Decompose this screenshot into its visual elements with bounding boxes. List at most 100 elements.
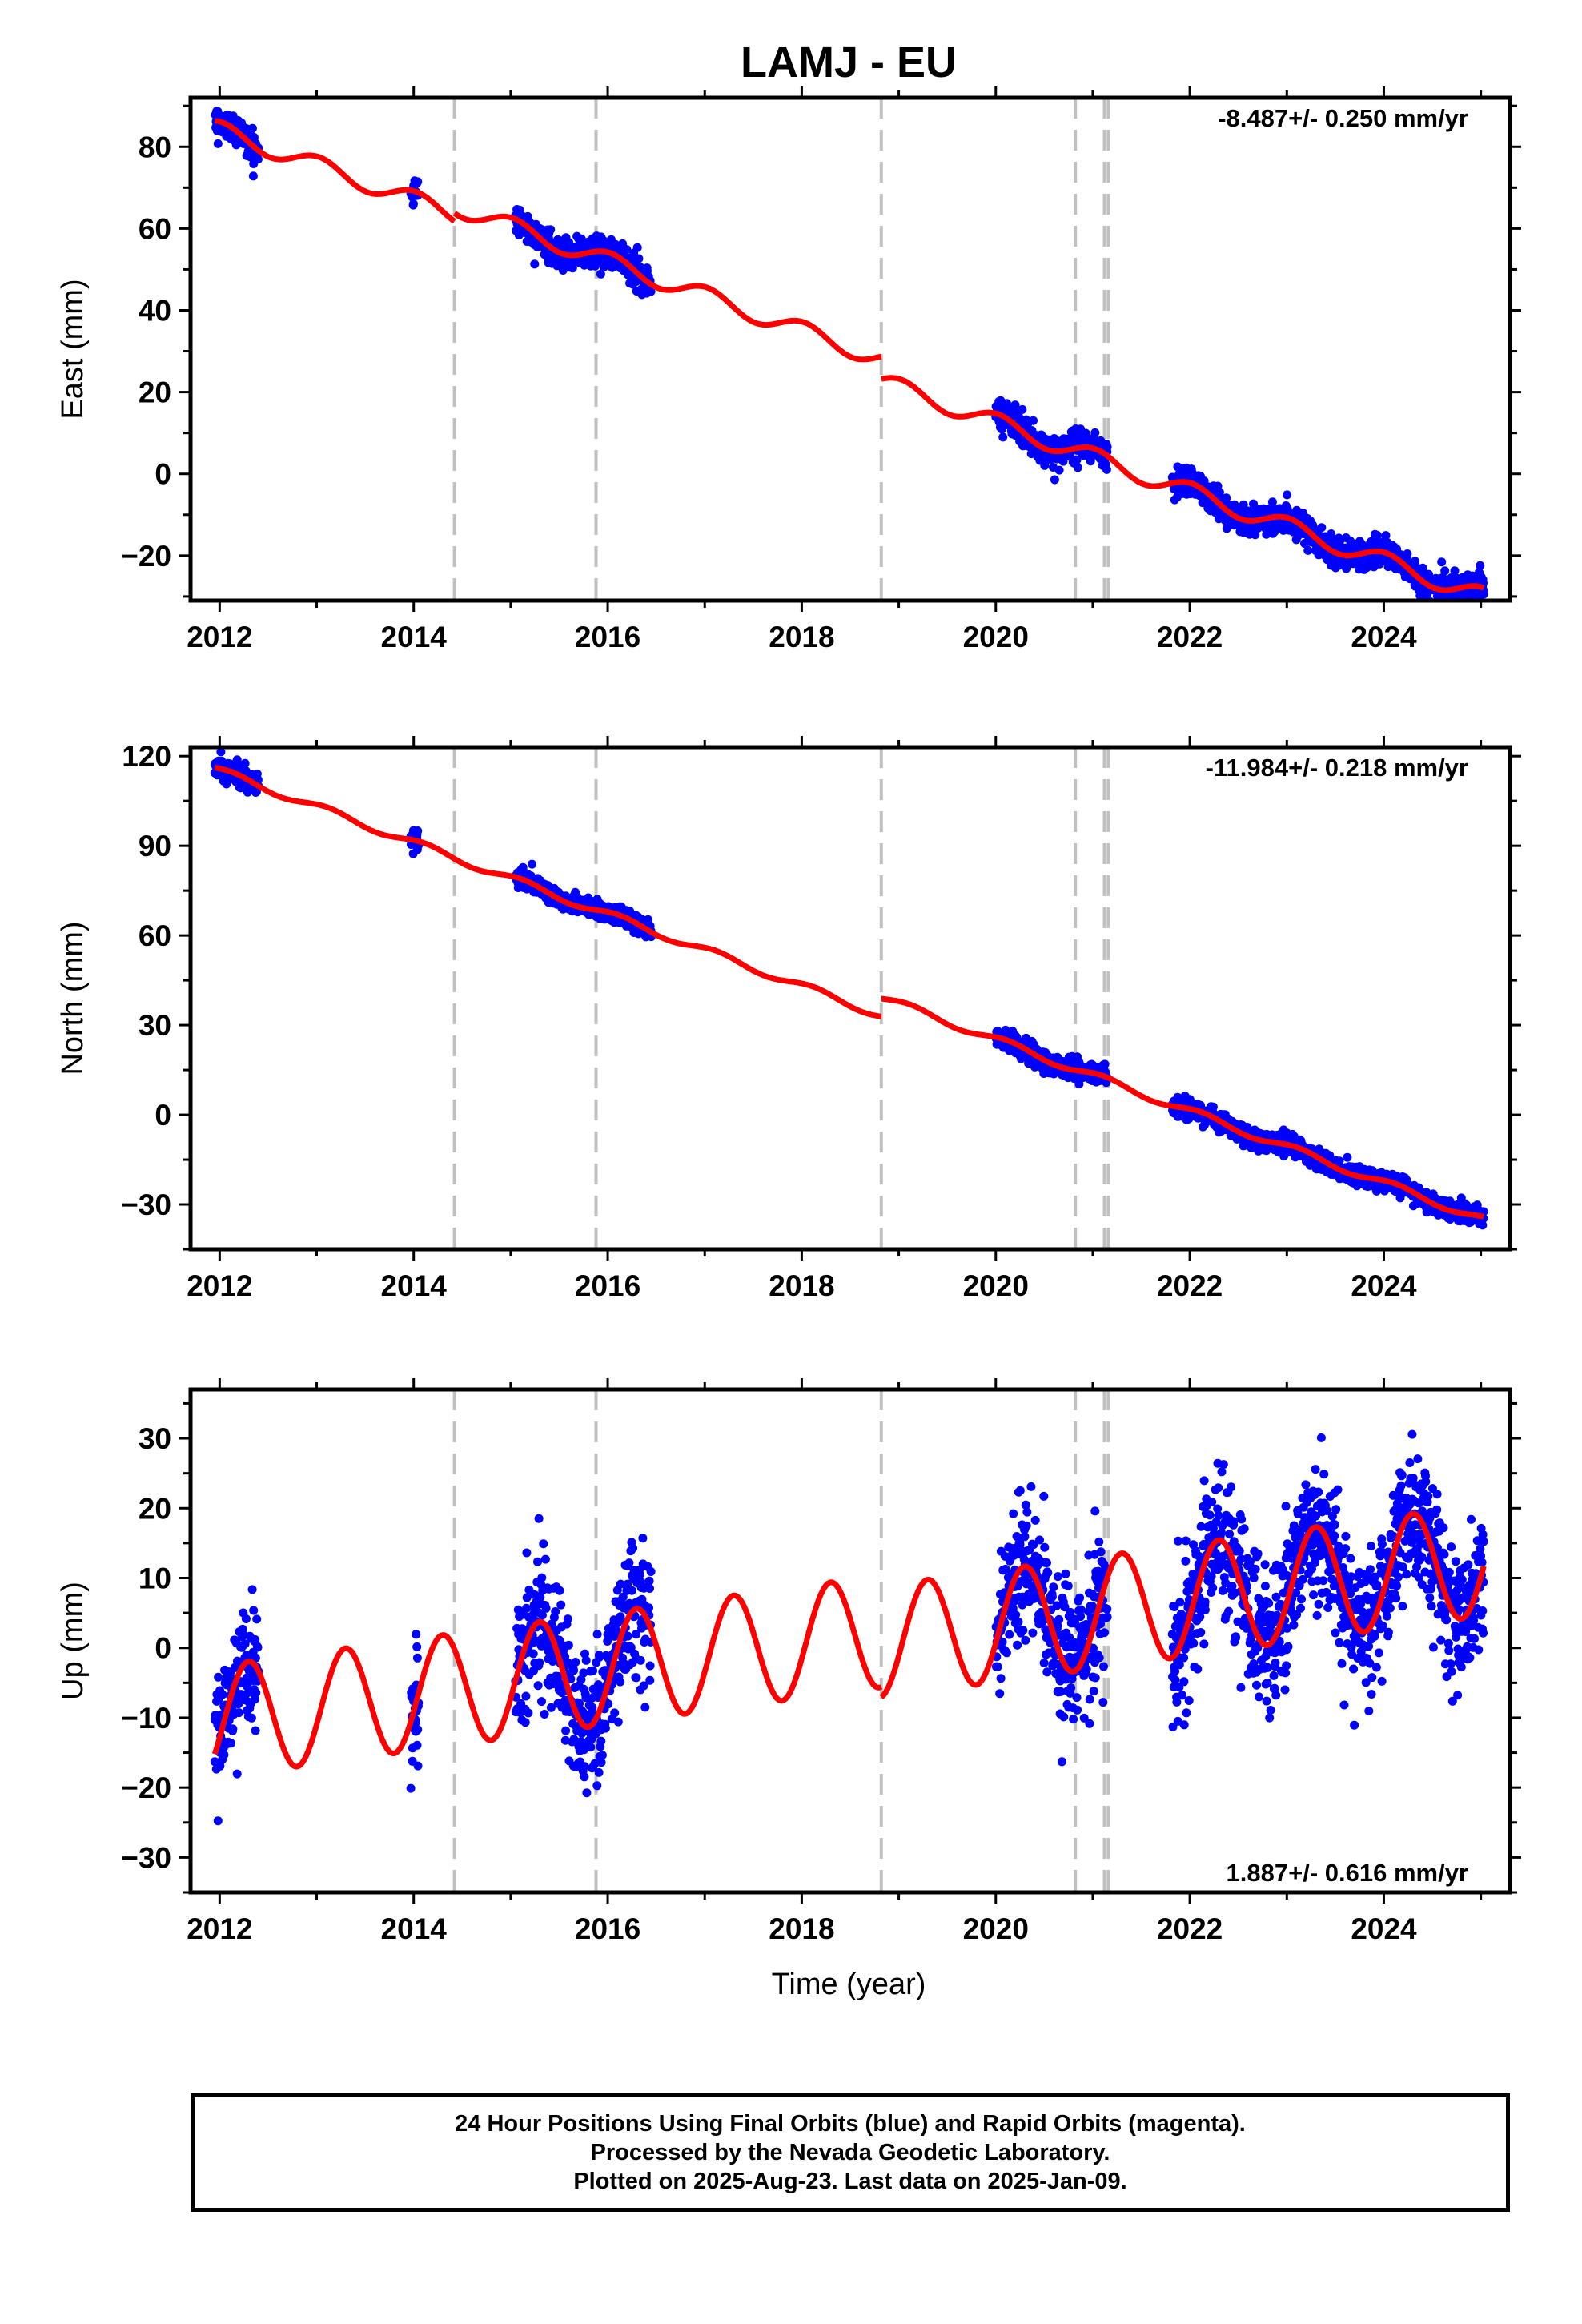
y-tick-label: −30	[121, 1188, 171, 1221]
data-point	[1222, 493, 1231, 503]
data-point	[1061, 1569, 1070, 1578]
data-point	[1040, 1542, 1050, 1552]
data-point	[533, 1557, 542, 1566]
data-point	[600, 1723, 610, 1733]
data-point	[253, 1642, 263, 1652]
data-point	[1102, 442, 1112, 452]
data-point	[1440, 566, 1450, 576]
data-point	[546, 225, 556, 235]
data-point	[1022, 1521, 1031, 1530]
data-point	[1013, 1640, 1022, 1650]
data-point	[408, 199, 418, 208]
x-tick-label: 2018	[769, 1269, 834, 1302]
east-model-curve-0	[213, 118, 456, 224]
data-point	[1082, 1664, 1091, 1674]
data-point	[1478, 1220, 1488, 1230]
data-point	[235, 1708, 243, 1718]
data-point	[232, 755, 242, 765]
data-point	[563, 1614, 572, 1624]
data-point	[535, 1658, 544, 1667]
data-point	[234, 1699, 243, 1709]
data-point	[413, 177, 423, 187]
data-point	[533, 1681, 543, 1691]
x-tick-label: 2020	[963, 1269, 1029, 1302]
data-point	[249, 1606, 259, 1615]
data-point	[594, 1767, 604, 1777]
data-point	[412, 1630, 421, 1639]
data-point	[1096, 1547, 1106, 1557]
data-point	[1026, 1482, 1036, 1491]
data-point	[1063, 1581, 1073, 1590]
data-point	[413, 1761, 423, 1771]
data-point	[1086, 456, 1095, 466]
data-point	[1039, 1659, 1049, 1667]
data-point	[406, 1783, 416, 1793]
data-point	[646, 1567, 656, 1576]
data-point	[561, 1726, 571, 1735]
data-point	[240, 758, 250, 768]
y-tick-label: 90	[139, 830, 171, 862]
data-point	[1074, 1080, 1084, 1089]
data-point	[1018, 1626, 1028, 1635]
data-point	[636, 1655, 645, 1665]
data-point	[580, 1762, 589, 1771]
east-frame	[188, 95, 1512, 603]
data-point	[555, 1586, 564, 1595]
data-point	[521, 1691, 531, 1701]
data-point	[1053, 1572, 1062, 1582]
data-point	[1040, 460, 1050, 470]
data-point	[1010, 400, 1020, 410]
data-point	[1403, 549, 1412, 558]
data-point	[1002, 1648, 1011, 1658]
data-point	[627, 1586, 636, 1595]
x-tick-label: 2024	[1351, 1269, 1417, 1302]
data-point	[628, 1543, 638, 1553]
data-point	[592, 1781, 602, 1791]
data-point	[528, 1649, 538, 1659]
data-point	[568, 263, 577, 273]
north-plot-area	[210, 747, 1488, 1249]
data-point	[1005, 1630, 1014, 1639]
data-point	[1437, 557, 1447, 567]
x-tick-label: 2018	[769, 621, 834, 653]
x-tick-label: 2016	[575, 621, 640, 653]
x-tick-label: 2022	[1157, 621, 1223, 653]
panels: 2012 2014 2016 2018 2020 2022 2024−20020406080…	[56, 86, 1521, 1945]
x-tick-label: 2012	[187, 621, 252, 653]
data-point	[1094, 1537, 1104, 1546]
data-point	[1335, 1156, 1344, 1166]
north-rate-label: -11.984+/- 0.218 mm/yr	[1206, 754, 1468, 782]
data-point	[218, 1690, 227, 1699]
data-point	[1099, 1662, 1108, 1671]
data-point	[551, 1607, 560, 1616]
data-point	[613, 1717, 623, 1727]
data-point	[541, 1603, 551, 1613]
north-model-curve-0	[213, 765, 884, 1019]
data-point	[1009, 1509, 1018, 1518]
data-point	[1317, 523, 1327, 533]
data-point	[1072, 455, 1082, 464]
figure-title: LAMJ - EU	[741, 38, 957, 86]
y-tick-label: 0	[155, 1099, 171, 1132]
data-point	[556, 1600, 566, 1610]
data-point	[586, 1743, 596, 1752]
data-point	[610, 1708, 620, 1718]
y-tick-label: 80	[139, 131, 171, 163]
data-point	[1029, 416, 1038, 425]
data-point	[1381, 531, 1391, 541]
data-point	[632, 243, 642, 252]
data-point	[520, 1718, 530, 1727]
data-point	[248, 171, 258, 181]
data-point	[1043, 1568, 1053, 1578]
east-rate-label: -8.487+/- 0.250 mm/yr	[1218, 104, 1468, 132]
data-point	[253, 155, 263, 164]
data-point	[632, 1673, 641, 1683]
up-data-points	[210, 1429, 1488, 1826]
y-tick-label: 60	[139, 919, 171, 952]
data-point	[216, 747, 226, 757]
y-tick-label: −20	[121, 540, 171, 573]
data-point	[247, 1585, 257, 1594]
x-tick-label: 2012	[187, 1269, 252, 1302]
data-point	[1411, 557, 1419, 566]
data-point	[581, 1655, 591, 1665]
